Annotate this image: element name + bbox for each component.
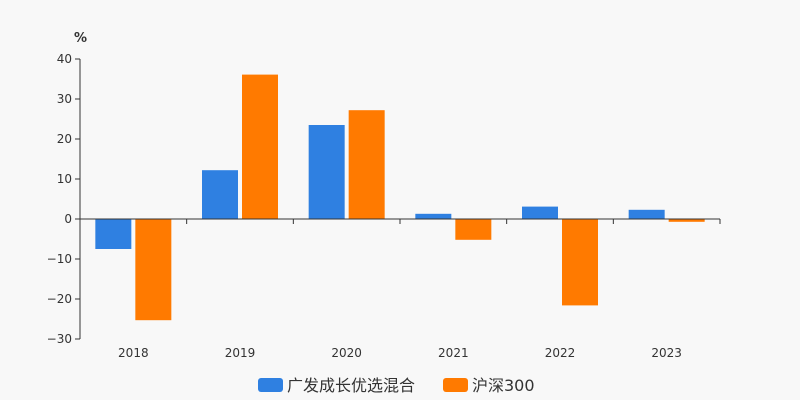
legend[interactable]: 广发成长优选混合 沪深300 <box>258 376 535 395</box>
bar-fund-2019[interactable] <box>202 170 238 219</box>
bar-index-2021[interactable] <box>455 219 492 240</box>
bar-fund-2020[interactable] <box>308 125 345 219</box>
legend-label-index[interactable]: 沪深300 <box>472 376 535 395</box>
legend-swatch-fund[interactable] <box>258 378 283 392</box>
bar-fund-2021[interactable] <box>415 213 452 219</box>
y-tick-label: 0 <box>64 212 72 226</box>
bars <box>95 74 705 321</box>
x-axis-ticks: 2018 2019 2020 2021 2022 2023 <box>79 219 721 360</box>
y-tick-label: −20 <box>47 292 72 306</box>
bar-fund-2023[interactable] <box>628 209 665 219</box>
bar-index-2023[interactable] <box>668 219 705 222</box>
y-tick-label: −30 <box>47 332 72 346</box>
x-tick-label: 2020 <box>331 346 362 360</box>
y-tick-label: 30 <box>57 92 72 106</box>
x-tick-label: 2023 <box>651 346 682 360</box>
x-tick-label: 2021 <box>438 346 469 360</box>
legend-swatch-index[interactable] <box>443 378 468 392</box>
bar-index-2022[interactable] <box>562 219 598 306</box>
bar-index-2019[interactable] <box>242 74 278 219</box>
y-axis-unit-label: % <box>74 31 87 46</box>
y-tick-label: 40 <box>57 52 72 66</box>
y-tick-label: −10 <box>47 252 72 266</box>
y-tick-label: 10 <box>57 172 72 186</box>
y-tick-label: 20 <box>57 132 72 146</box>
bar-fund-2018[interactable] <box>95 219 132 249</box>
bar-index-2020[interactable] <box>348 110 385 219</box>
legend-label-fund[interactable]: 广发成长优选混合 <box>287 376 415 395</box>
bar-index-2018[interactable] <box>135 219 172 321</box>
x-tick-label: 2018 <box>118 346 149 360</box>
bar-fund-2022[interactable] <box>522 206 558 219</box>
x-tick-label: 2019 <box>225 346 256 360</box>
y-axis-ticks: 40 30 20 10 0 −10 −20 −30 <box>47 52 80 346</box>
x-tick-label: 2022 <box>545 346 576 360</box>
